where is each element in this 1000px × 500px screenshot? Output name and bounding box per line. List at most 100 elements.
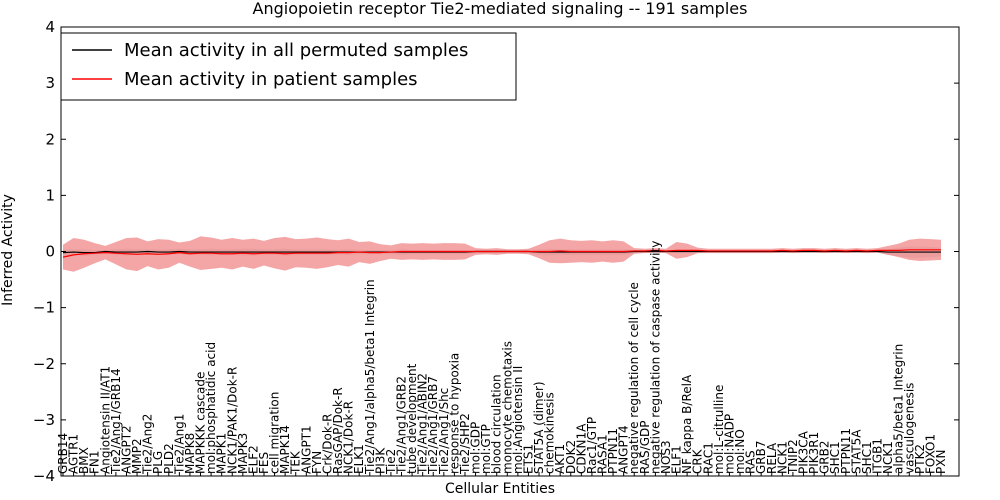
x-tick-label: NCK1 [881, 441, 895, 474]
x-tick-label: mol:GTP [479, 424, 493, 474]
x-tick-label: mol:NADP [722, 414, 736, 474]
legend-label-patient: Mean activity in patient samples [124, 69, 418, 90]
x-tick-label: NCK1/Dok-R [342, 401, 356, 474]
x-tick-label: RASA1 [595, 434, 609, 474]
legend-label-permuted: Mean activity in all permuted samples [124, 40, 468, 61]
x-tick-label: cell migration [268, 392, 282, 474]
x-tick-label: MMP2 [130, 438, 144, 474]
x-tick-label: Tie2/Ang1 [172, 414, 186, 475]
x-tick-label: MAPK1 [215, 433, 229, 474]
x-tick-label: RELA [765, 442, 779, 474]
x-tick-label: chemokinesis [543, 392, 557, 474]
series-lines [62, 249, 941, 258]
x-tick-label: PIK3R1 [807, 432, 821, 474]
x-tick-label: mol:L-citrulline [712, 385, 726, 474]
x-tick-label: ETS1 [521, 444, 535, 474]
x-tick-label: NOS3 [659, 440, 673, 474]
x-tick-label: NCK1/PAK1/Dok-R [225, 367, 239, 474]
x-tick-label: ELK1 [352, 444, 366, 474]
x-tick-label: mol:GDP [469, 422, 483, 474]
x-tick-label: PLD2 [162, 443, 176, 474]
x-tick-label: alpha5/beta1 Integrin [892, 344, 906, 474]
y-tick-label: −1 [33, 299, 55, 317]
x-tick-label: GRB7 [754, 440, 768, 474]
x-tick-label: MAPK3 [236, 433, 250, 474]
x-tick-label: DOK2 [564, 440, 578, 474]
x-tick-label: Tie2/Ang2 [141, 414, 155, 475]
x-tick-label: Angiotensin II/AT1 [98, 366, 112, 474]
x-tick-label: SHC1 [828, 441, 842, 474]
x-tick-label: FOXO1 [923, 434, 937, 474]
x-tick-label: PTK2 [913, 444, 927, 474]
y-tick-label: −3 [33, 411, 55, 429]
chart-title: Angiopoietin receptor Tie2-mediated sign… [253, 0, 748, 18]
x-tick-label: STAT5A [849, 429, 863, 474]
x-tick-label: ANGPT2 [119, 425, 133, 474]
x-tick-label: Tie2/SHP2 [458, 413, 472, 475]
band-patient [63, 236, 941, 272]
x-tick-label: ITGB1 [871, 438, 885, 474]
x-tick-label: vasculogenesis [902, 383, 916, 474]
x-tick-label: FYN [310, 451, 324, 474]
x-tick-label: Tie2/Ang1/GRB2 [395, 376, 409, 475]
x-tick-label: ELF2 [246, 445, 260, 474]
x-tick-label: Tie2/Ang1/Shc [437, 388, 451, 475]
x-tick-label: FN1 [88, 450, 102, 474]
x-tick-label: PTPN11 [839, 428, 853, 474]
x-tick-label: RasGAP/Dok-R [331, 387, 345, 474]
x-tick-label: GRB2 [818, 440, 832, 474]
x-tick-label: mol:phosphatidic acid [204, 342, 218, 474]
x-tick-label: mol:Angiotensin II [511, 366, 525, 474]
y-tick-label: 1 [45, 186, 55, 204]
x-tick-label: monocyte chemotaxis [500, 341, 514, 474]
x-tick-label: AGTR1 [67, 434, 81, 474]
plot-frame [60, 26, 960, 477]
x-tick-label: Tie2/Ang1/GRB7 [426, 376, 440, 475]
x-tick-label: TNIP2 [786, 439, 800, 475]
x-tick-label: CDKN1A [574, 423, 588, 474]
y-tick-label: −4 [33, 467, 55, 485]
legend: Mean activity in all permuted samples Me… [60, 32, 517, 101]
x-tick-label: response to hypoxia [447, 353, 461, 474]
x-tick-label: FES [257, 452, 271, 474]
x-tick-label: MAPK8 [183, 433, 197, 474]
y-tick-label: 3 [45, 74, 55, 92]
x-tick-label: negative regulation of caspase activity [648, 241, 662, 474]
x-tick-label: NF kappa B/RelA [680, 374, 694, 474]
x-axis-label: Cellular Entities [445, 481, 555, 497]
x-tick-label: GRB14 [56, 433, 70, 474]
x-tick-label: Crk/Dok-R [320, 413, 334, 474]
x-tick-label: STAT5A (dimer) [532, 381, 546, 474]
x-tick-label: tube development [405, 363, 419, 474]
x-tick-label: ELF1 [670, 445, 684, 474]
x-tick-label: PIK3CA [796, 430, 810, 474]
x-tick-label: Tie2/Ang1/alpha5/beta1 Integrin [363, 279, 377, 475]
x-tick-label: RAC1 [701, 442, 715, 474]
y-tick-label: 4 [45, 18, 55, 36]
x-tick-label: SHC1 [860, 441, 874, 474]
x-tick-label: ANGPT1 [299, 425, 313, 474]
x-tick-label: Tie2/Ang1/GRB14 [109, 368, 123, 475]
x-tick-label: CRK [691, 448, 705, 474]
x-tick-label: TEK [289, 450, 303, 475]
y-tick-label: 2 [45, 130, 55, 148]
x-tick-label: negative regulation of cell cycle [627, 282, 641, 474]
x-tick-label: Tie2/Ang1/ABIN2 [416, 373, 430, 475]
x-tick-label: Tie2 [384, 449, 398, 475]
x-tick-label: PLG [151, 451, 165, 474]
x-tick-label: PI3K [373, 447, 387, 474]
x-tick-label: mol:NO [733, 429, 747, 474]
x-tick-label: RAS [744, 450, 758, 474]
x-tick-label: blood circulation [490, 374, 504, 474]
y-ticks: −4 −3 −2 −1 0 1 2 3 4 [33, 18, 959, 485]
y-axis-label: Inferred Activity [0, 194, 16, 306]
legend-box [60, 32, 517, 101]
x-tick-label: PTPN11 [606, 428, 620, 474]
x-tick-label: AKT1 [553, 444, 567, 474]
x-tick-label: BMX [77, 447, 91, 474]
line-patient-mean [62, 249, 941, 258]
x-tick-label: ANGPT4 [617, 425, 631, 474]
x-tick-label: NCK1 [775, 441, 789, 474]
